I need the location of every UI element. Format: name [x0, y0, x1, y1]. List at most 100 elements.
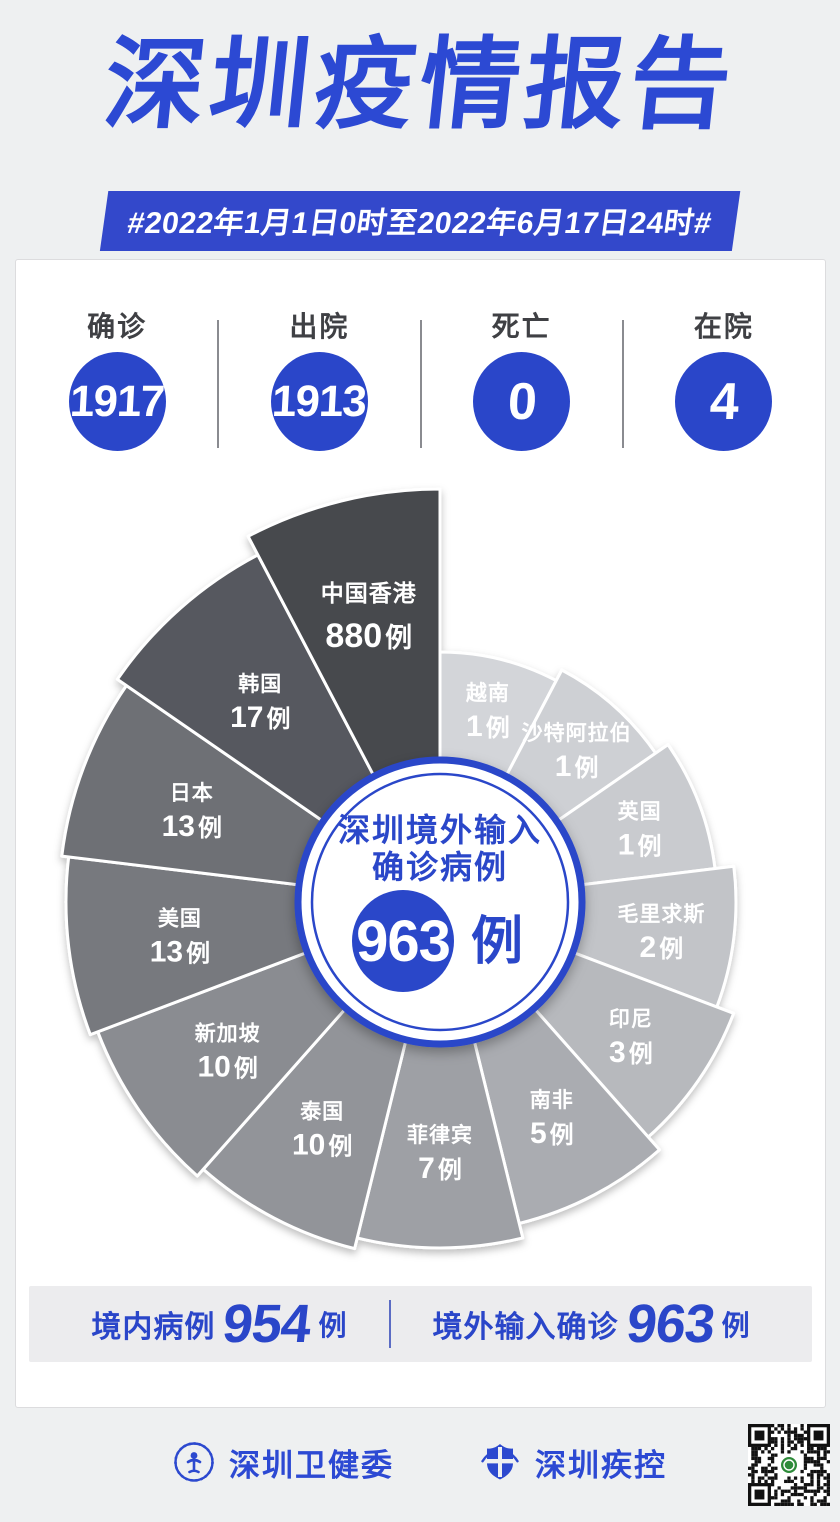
stats-row: 确诊 1917 出院 1913 死亡 0 在院 4	[16, 260, 825, 451]
qr-module	[751, 1453, 755, 1457]
stat-label: 死亡	[491, 311, 552, 342]
center-total-unit: 例	[471, 913, 523, 971]
center-inner-ring	[310, 772, 570, 1032]
qr-module	[761, 1450, 765, 1454]
qr-module	[810, 1483, 814, 1487]
qr-module	[826, 1450, 830, 1454]
qr-code-icon	[748, 1424, 830, 1506]
qr-module	[777, 1430, 781, 1434]
stat-value: 1913	[271, 376, 368, 426]
qr-module	[793, 1430, 798, 1434]
qr-module	[816, 1446, 821, 1451]
qr-module	[807, 1483, 811, 1487]
qr-module	[797, 1499, 801, 1503]
wedge-name-label: 南非	[530, 1088, 574, 1112]
qr-module	[754, 1463, 758, 1467]
qr-module	[820, 1499, 824, 1503]
qr-module	[820, 1446, 824, 1451]
round-seal-person-icon	[174, 1442, 214, 1482]
qr-module	[803, 1466, 808, 1470]
qr-module	[764, 1469, 768, 1474]
qr-module	[764, 1473, 768, 1477]
qr-module	[816, 1463, 821, 1467]
qr-module	[767, 1476, 771, 1480]
qr-module	[767, 1450, 771, 1454]
stat-circle: 1917	[68, 352, 166, 451]
qr-module	[816, 1499, 821, 1503]
qr-module	[748, 1473, 752, 1477]
qr-module	[813, 1489, 817, 1493]
qr-module	[803, 1496, 808, 1500]
qr-module	[807, 1446, 811, 1451]
qr-module	[751, 1446, 755, 1451]
stat-value: 4	[708, 372, 740, 431]
qr-module	[754, 1456, 758, 1461]
qr-module	[820, 1473, 824, 1477]
qr-finder	[813, 1430, 824, 1441]
qr-module	[823, 1499, 827, 1503]
qr-module	[800, 1437, 804, 1441]
qr-module	[826, 1479, 830, 1484]
qr-module	[826, 1489, 830, 1493]
stats-divider	[217, 320, 220, 448]
qr-module	[813, 1502, 817, 1506]
qr-module	[774, 1492, 778, 1497]
qr-module	[820, 1463, 824, 1467]
qr-module	[820, 1502, 824, 1506]
stat-in-hospital: 在院 4	[623, 312, 825, 451]
summary-domestic: 境内病例 954 例	[91, 1293, 346, 1355]
qr-module	[807, 1489, 811, 1493]
qr-module	[810, 1499, 814, 1503]
footer: 深圳卫健委 深圳疾控	[0, 1432, 840, 1492]
summary-imported-unit: 例	[721, 1310, 750, 1341]
wedge-value-label: 10 例	[292, 1129, 352, 1162]
qr-module	[787, 1424, 791, 1428]
wedge-value-label: 13 例	[150, 936, 210, 969]
qr-module	[807, 1460, 811, 1464]
qr-module	[761, 1476, 765, 1480]
wedge-name-label: 韩国	[238, 672, 282, 696]
qr-module	[780, 1492, 785, 1497]
qr-module	[767, 1463, 771, 1467]
qr-module	[810, 1446, 814, 1451]
qr-module	[790, 1446, 794, 1451]
qr-module	[816, 1479, 821, 1484]
qr-module	[770, 1446, 775, 1451]
wedge-name-label: 菲律宾	[407, 1123, 473, 1147]
qr-module	[780, 1502, 785, 1506]
qr-finder	[754, 1430, 765, 1441]
period-banner: #2022年1月1日0时至2022年6月17日24时#	[99, 191, 741, 251]
qr-module	[787, 1476, 791, 1480]
qr-module	[780, 1446, 785, 1451]
qr-module	[780, 1437, 785, 1441]
qr-module	[797, 1440, 801, 1444]
qr-module	[751, 1469, 755, 1474]
qr-module	[784, 1479, 788, 1484]
qr-module	[820, 1469, 824, 1474]
qr-module	[803, 1437, 808, 1441]
qr-module	[767, 1469, 771, 1474]
qr-module	[784, 1430, 788, 1434]
qr-module	[803, 1460, 808, 1464]
qr-module	[823, 1453, 827, 1457]
qr-module	[807, 1450, 811, 1454]
qr-module	[816, 1483, 821, 1487]
stat-label: 确诊	[87, 311, 148, 342]
qr-module	[800, 1433, 804, 1438]
shield-globe-icon	[481, 1444, 519, 1480]
qr-module	[807, 1473, 811, 1477]
qr-module	[800, 1479, 804, 1484]
wedge-菲律宾	[355, 900, 525, 1250]
qr-module	[800, 1424, 804, 1428]
qr-module	[800, 1486, 804, 1490]
qr-module	[774, 1489, 778, 1493]
qr-module	[813, 1460, 817, 1464]
org-name: 深圳疾控	[535, 1447, 667, 1483]
stats-divider	[621, 320, 624, 448]
qr-module	[793, 1492, 798, 1497]
center-total-disc	[352, 890, 454, 992]
imported-cases-rose-chart: 越南1 例沙特阿拉伯1 例英国1 例毛里求斯2 例印尼3 例南非5 例菲律宾7 例泰国10 例新…	[60, 487, 738, 1251]
wedge-name-label: 印尼	[609, 1008, 653, 1031]
